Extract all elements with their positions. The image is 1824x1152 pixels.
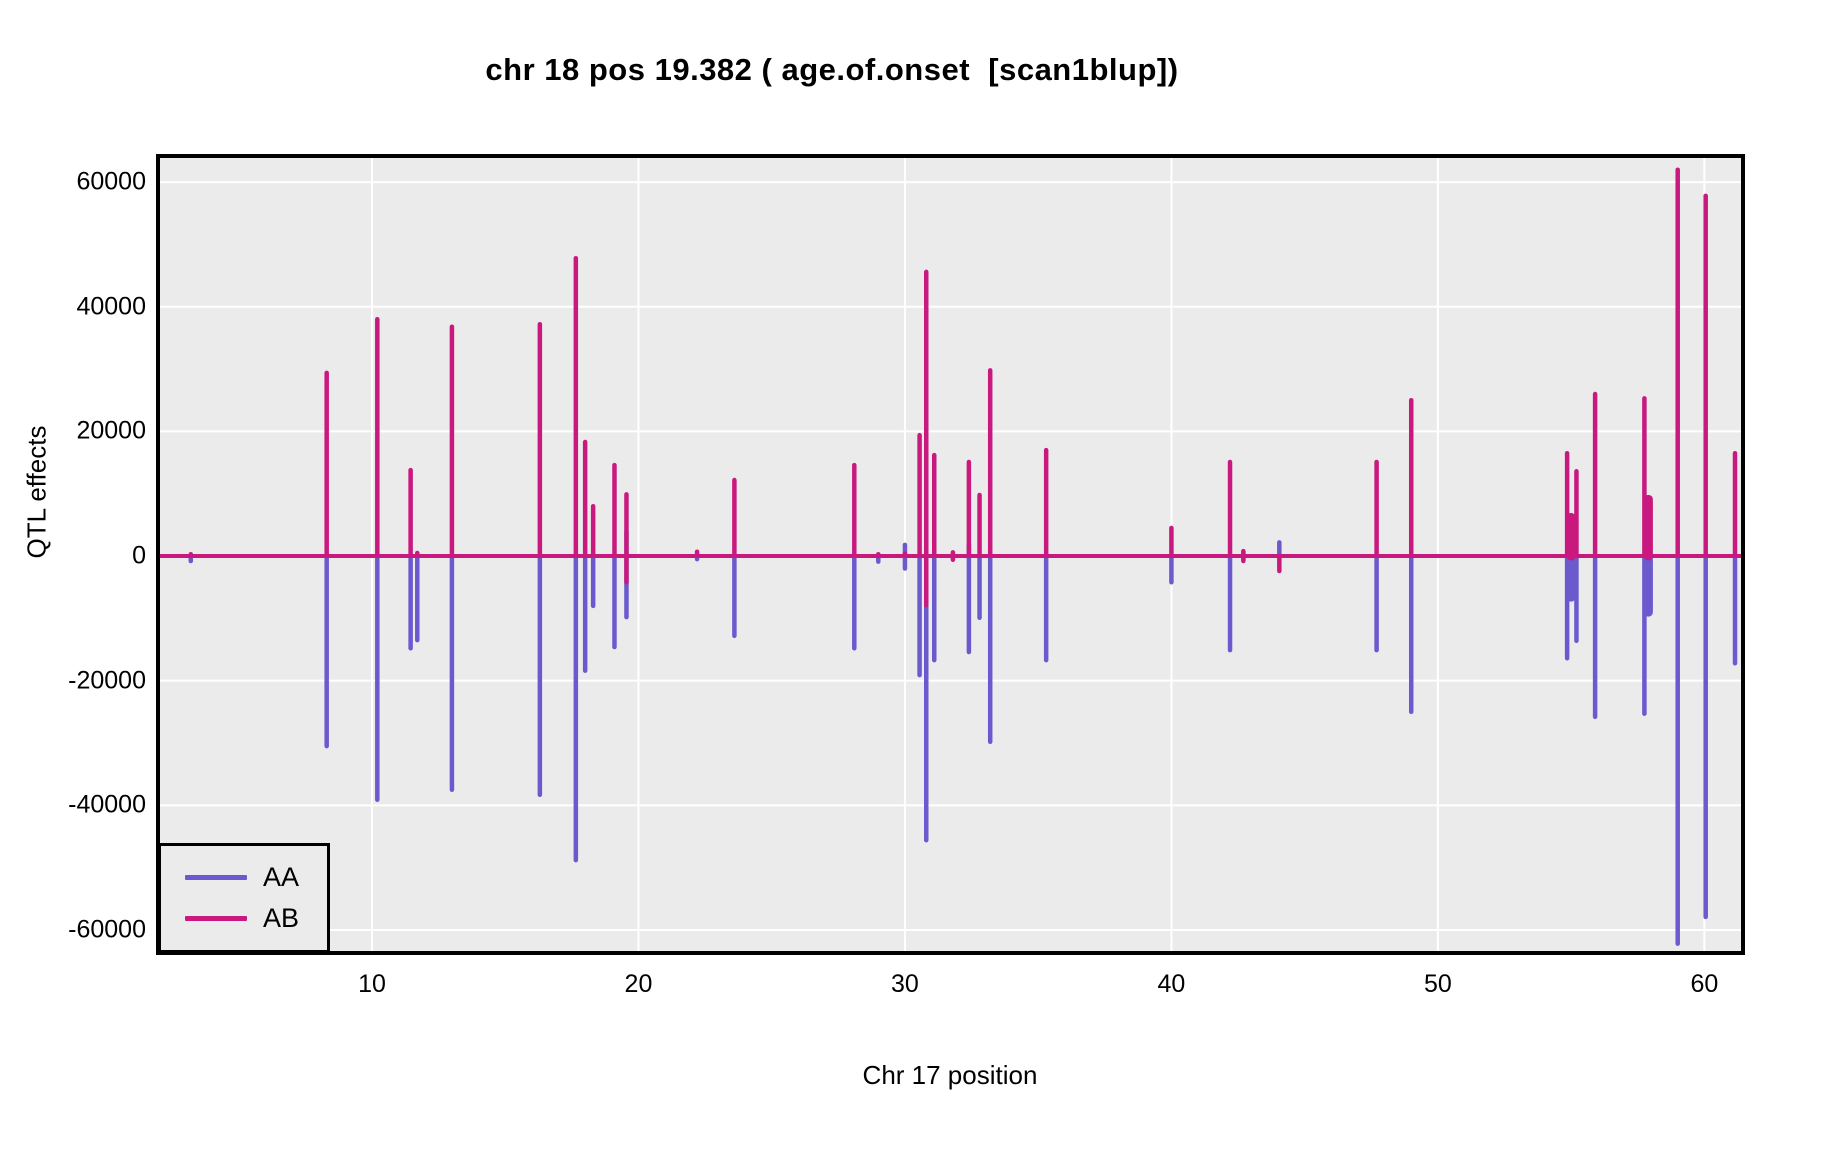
x-tick-label: 50 [1423, 970, 1452, 998]
y-tick-label: 40000 [76, 292, 146, 321]
x-tick-label: 30 [891, 970, 919, 998]
panel-border [156, 154, 1745, 955]
ab-line-swatch [185, 916, 247, 921]
legend-item-aa: AA [161, 864, 327, 891]
y-tick-label: 60000 [76, 167, 146, 196]
x-tick-label: 40 [1157, 970, 1186, 998]
x-tick-label: 60 [1690, 970, 1719, 998]
legend: AA AB [158, 843, 330, 953]
y-tick-label: 20000 [76, 416, 146, 445]
x-axis-title: Chr 17 position [862, 1060, 1038, 1090]
legend-item-ab: AB [161, 905, 327, 932]
x-tick-label: 10 [358, 970, 386, 998]
legend-label-aa: AA [263, 862, 300, 892]
y-tick-label: 0 [132, 541, 146, 570]
y-tick-label: -40000 [68, 790, 146, 819]
y-tick-label: -20000 [68, 666, 146, 695]
plot-title: chr 18 pos 19.382 ( age.of.onset [scan1b… [485, 52, 1179, 87]
y-tick-label: -60000 [68, 915, 146, 944]
x-tick-label: 20 [624, 970, 653, 998]
legend-label-ab: AB [263, 903, 300, 933]
aa-line-swatch [185, 875, 247, 880]
